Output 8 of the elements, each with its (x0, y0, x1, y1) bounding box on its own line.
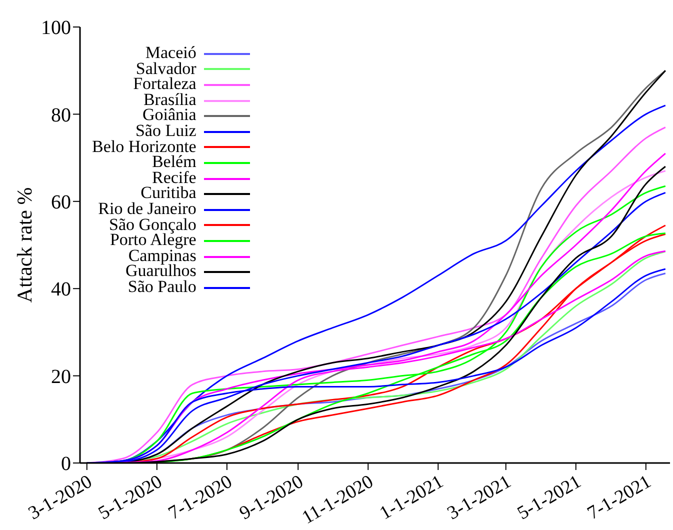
y-tick-label: 100 (41, 17, 71, 40)
legend-label: São Paulo (128, 276, 196, 296)
y-tick-label: 40 (51, 278, 71, 301)
y-axis-title: Attack rate % (12, 187, 36, 303)
y-tick-label: 0 (61, 453, 71, 476)
y-tick-label: 60 (51, 192, 71, 214)
y-tick-label: 80 (51, 104, 71, 126)
y-tick-label: 20 (51, 366, 71, 388)
